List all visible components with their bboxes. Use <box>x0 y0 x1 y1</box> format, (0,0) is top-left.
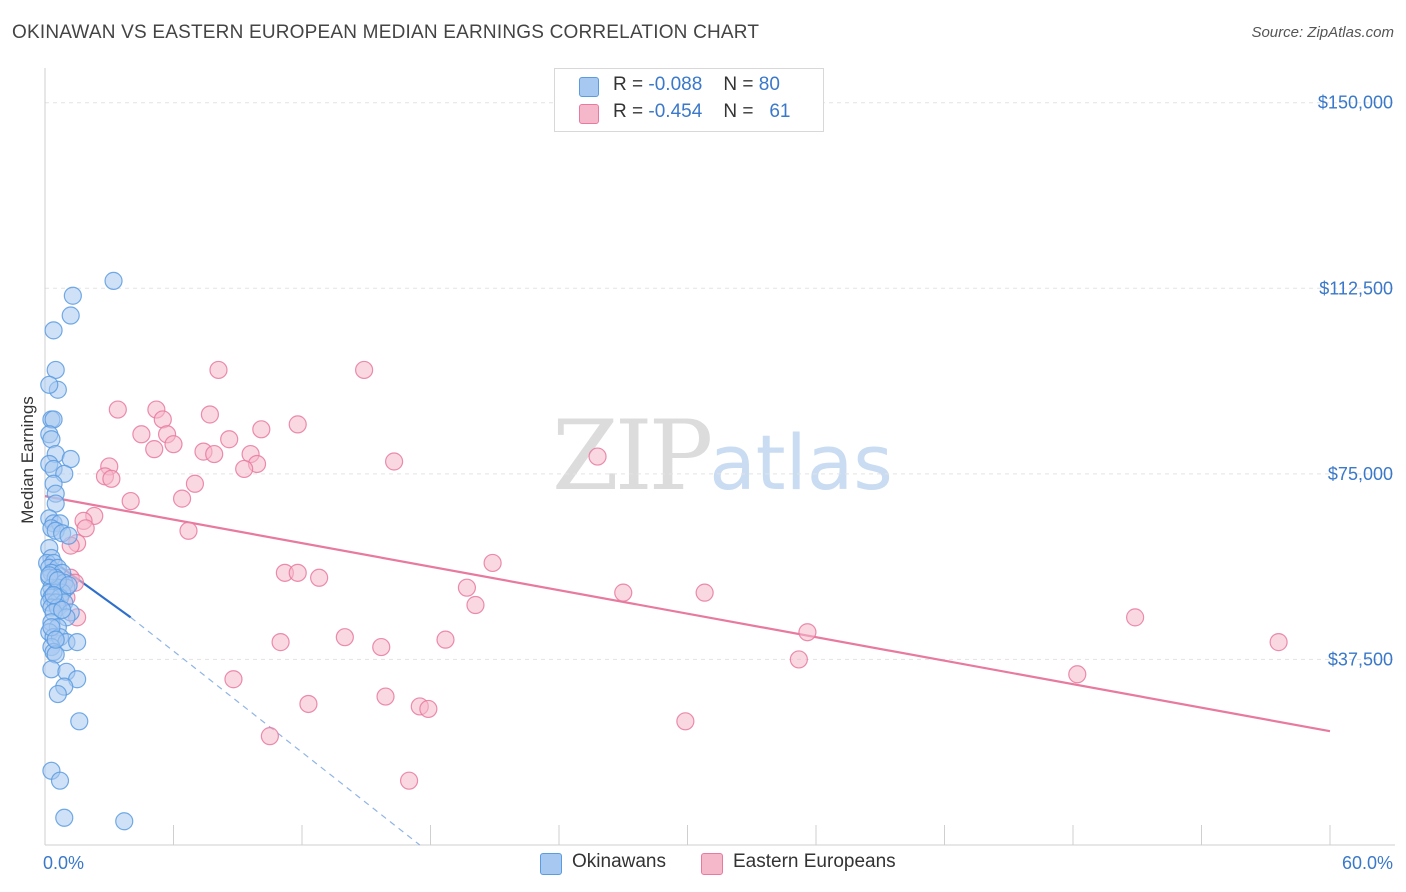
point-okinawans <box>104 271 123 290</box>
stats-box: R = -0.088 N = 80 R = -0.454 N = 61 <box>554 68 824 132</box>
point-eastern-europeans <box>76 519 95 538</box>
point-eastern-europeans <box>235 459 254 479</box>
x-tick-label-max: 60.0% <box>1342 853 1393 873</box>
legend-label-okinawans: Okinawans <box>572 851 666 872</box>
point-eastern-europeans <box>108 400 127 419</box>
point-eastern-europeans <box>185 474 205 493</box>
axis-ticks <box>44 825 1331 845</box>
axis-labels: $37,500 $75,000 $112,500 $150,000 0.0% 60.0% M… <box>18 93 1393 873</box>
point-eastern-europeans <box>588 447 607 466</box>
data-points <box>38 271 1288 831</box>
point-okinawans <box>115 812 134 831</box>
point-eastern-europeans <box>252 420 271 439</box>
trend-lines <box>44 495 1331 846</box>
stats-swatch-okinawans <box>579 77 599 97</box>
point-eastern-europeans <box>789 650 808 669</box>
point-okinawans <box>59 526 78 545</box>
point-eastern-europeans <box>121 491 140 511</box>
point-eastern-europeans <box>172 489 192 508</box>
point-eastern-europeans <box>419 699 438 719</box>
x-tick-label-min: 0.0% <box>43 853 84 873</box>
point-okinawans <box>63 286 82 305</box>
point-eastern-europeans <box>798 623 817 642</box>
y-tick-label: $37,500 <box>1328 649 1393 669</box>
y-axis-label: Median Earnings <box>18 396 37 524</box>
point-eastern-europeans <box>271 633 290 652</box>
point-eastern-europeans <box>209 360 228 380</box>
point-okinawans <box>46 630 65 649</box>
point-eastern-europeans <box>220 430 239 449</box>
point-eastern-europeans <box>376 687 395 706</box>
point-okinawans <box>70 712 89 731</box>
r-value-eastern-europeans: -0.454 <box>648 101 703 122</box>
point-eastern-europeans <box>399 771 419 790</box>
point-eastern-europeans <box>466 595 485 615</box>
point-eastern-europeans <box>372 637 391 657</box>
point-okinawans <box>61 306 80 325</box>
legend-swatch-eastern-europeans <box>701 853 723 875</box>
point-eastern-europeans <box>436 630 455 649</box>
n-label: N = <box>723 74 754 95</box>
point-eastern-europeans <box>200 405 220 424</box>
watermark-zip: ZIP <box>552 400 713 512</box>
grid-lines <box>45 102 1395 660</box>
r-label: R = <box>613 101 644 122</box>
point-okinawans <box>40 375 59 394</box>
stats-text-okinawans: R = -0.088 N = 80 <box>613 74 780 96</box>
stats-text-eastern-europeans: R = -0.454 N = 61 <box>613 101 790 123</box>
point-eastern-europeans <box>1269 633 1288 652</box>
point-okinawans <box>53 600 72 620</box>
point-eastern-europeans <box>224 670 243 689</box>
point-eastern-europeans <box>145 440 164 459</box>
y-tick-label: $112,500 <box>1319 278 1393 298</box>
point-okinawans <box>44 321 63 340</box>
r-value-okinawans: -0.088 <box>648 74 703 95</box>
point-eastern-europeans <box>457 578 477 597</box>
point-eastern-europeans <box>614 583 633 602</box>
legend-swatch-okinawans <box>540 853 562 875</box>
point-okinawans <box>59 576 78 595</box>
point-eastern-europeans <box>1126 608 1145 627</box>
legend-label-eastern-europeans: Eastern Europeans <box>733 851 896 872</box>
point-okinawans <box>42 660 61 679</box>
source-credit: Source: ZipAtlas.com <box>1251 24 1394 41</box>
point-okinawans <box>68 633 87 652</box>
point-eastern-europeans <box>205 444 224 464</box>
point-eastern-europeans <box>288 563 307 582</box>
chart-title: OKINAWAN VS EASTERN EUROPEAN MEDIAN EARN… <box>12 22 760 43</box>
point-eastern-europeans <box>335 628 354 647</box>
point-eastern-europeans <box>260 727 279 746</box>
r-label: R = <box>613 74 644 95</box>
point-eastern-europeans <box>695 583 714 602</box>
point-eastern-europeans <box>310 568 329 587</box>
trend-line-eastern-europeans <box>44 495 1331 733</box>
point-eastern-europeans <box>676 712 695 731</box>
n-value-eastern-europeans: 61 <box>769 101 791 122</box>
point-eastern-europeans <box>179 521 198 540</box>
stats-swatch-eastern-europeans <box>579 104 599 124</box>
point-eastern-europeans <box>483 553 502 573</box>
point-eastern-europeans <box>164 435 183 454</box>
zipatlas-watermark: ZIPatlas <box>552 400 893 512</box>
point-okinawans <box>48 684 67 704</box>
watermark-atlas: atlas <box>709 418 893 507</box>
point-eastern-europeans <box>384 452 404 471</box>
point-eastern-europeans <box>132 425 151 444</box>
point-eastern-europeans <box>1068 665 1087 684</box>
n-value-okinawans: 80 <box>758 74 780 95</box>
point-eastern-europeans <box>355 360 374 380</box>
point-eastern-europeans <box>102 469 121 488</box>
n-label: N = <box>723 101 754 122</box>
point-eastern-europeans <box>299 694 318 714</box>
point-eastern-europeans <box>288 415 307 434</box>
y-tick-label: $75,000 <box>1328 464 1393 484</box>
point-okinawans <box>55 808 74 827</box>
point-okinawans <box>44 586 63 605</box>
point-okinawans <box>50 771 70 790</box>
y-tick-label: $150,000 <box>1318 93 1393 113</box>
